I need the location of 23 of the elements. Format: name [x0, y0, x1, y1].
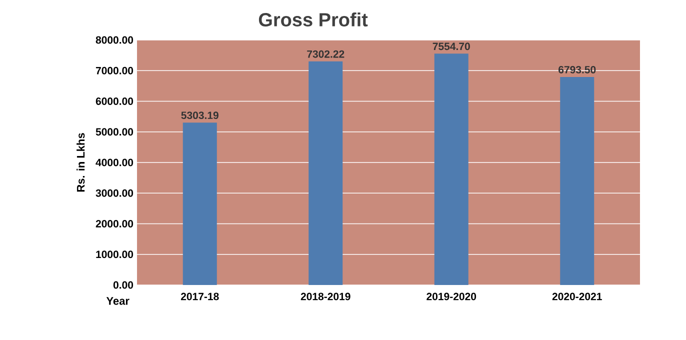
y-tick-label: 2000.00	[96, 220, 134, 228]
bar	[434, 54, 468, 285]
y-tick-label: 8000.00	[96, 36, 134, 44]
bar	[182, 122, 217, 285]
bar	[308, 61, 343, 285]
y-tick-label: 6000.00	[96, 98, 134, 105]
y-tick-label: 7000.00	[96, 66, 134, 74]
x-tick-label: 2019-2020	[426, 292, 476, 300]
y-tick-label: 3000.00	[96, 189, 134, 197]
y-tick-label: 0.00	[113, 281, 134, 289]
chart-title: Gross Profit	[258, 12, 368, 26]
x-axis-title: Year	[106, 297, 130, 305]
data-label: 7302.22	[307, 50, 344, 58]
y-tick-label: 4000.00	[96, 158, 134, 166]
data-label: 5303.19	[181, 112, 218, 120]
x-tick-label: 2018-2019	[300, 292, 350, 300]
y-axis-title: Rs. in Lkhs	[76, 133, 85, 192]
x-tick-label: 2020-2021	[552, 292, 602, 300]
y-tick-label: 1000.00	[96, 250, 134, 258]
data-label: 7554.70	[432, 42, 470, 50]
x-tick-label: 2017-18	[180, 292, 219, 300]
bar	[560, 76, 594, 285]
y-tick-label: 5000.00	[96, 128, 134, 136]
